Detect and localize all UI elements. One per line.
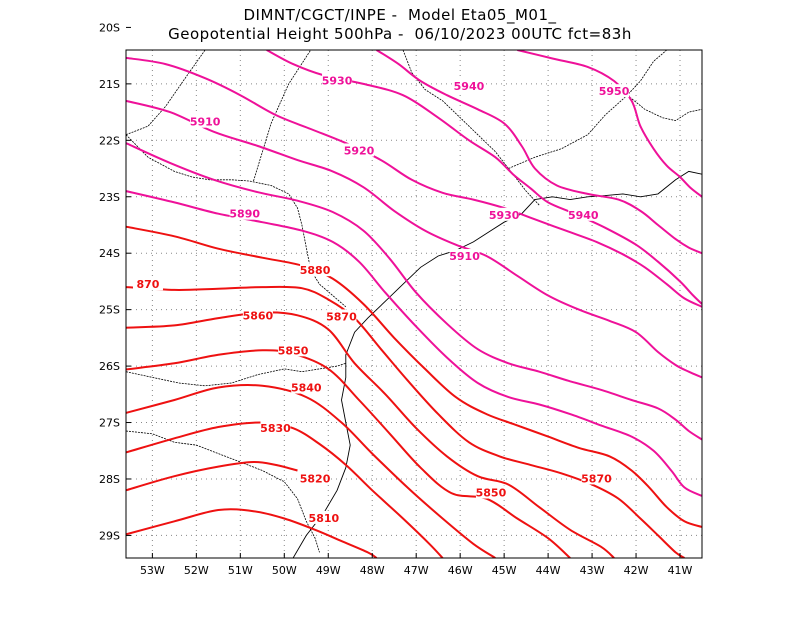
lon-tick-label: 49W [316, 564, 341, 577]
contour-5830 [126, 421, 444, 558]
contour-label: 5950 [599, 85, 630, 98]
contour-label: 5840 [291, 382, 322, 395]
contour-label: 5860 [243, 309, 274, 322]
contour-label: 5940 [568, 209, 599, 222]
contour-label-bg [449, 249, 480, 263]
longitude-axis: 53W 52W 51W 50W 49W 48W 47W 46W 45W 44W 43W 42W 41W [140, 553, 693, 577]
state-border [126, 50, 206, 136]
lat-tick-label: 28S [99, 473, 120, 486]
contour-5850 [126, 349, 571, 558]
contour-label: 5920 [344, 144, 375, 157]
contour-5880 [126, 225, 702, 528]
lon-tick-label: 42W [624, 564, 649, 577]
contour-label-bg [300, 471, 331, 485]
contour-label: 5820 [300, 472, 331, 485]
lat-tick-label: 26S [99, 360, 120, 373]
lat-tick-label: 24S [99, 247, 120, 260]
contour-label-bg [568, 207, 599, 221]
contour-label-bg [291, 380, 322, 394]
lat-tick-label: 25S [99, 304, 120, 317]
coastline [292, 170, 702, 558]
contour-5840 [126, 384, 496, 558]
contour-label: 5850 [278, 344, 309, 357]
lon-tick-label: 48W [360, 564, 385, 577]
lon-tick-label: 44W [536, 564, 561, 577]
plot-frame [125, 49, 703, 559]
lon-tick-label: 41W [668, 564, 693, 577]
contour-label: 5830 [260, 422, 291, 435]
contour-label: 5940 [454, 80, 485, 93]
contour-label-bg [453, 79, 484, 93]
lon-tick-label: 52W [184, 564, 209, 577]
contour-label: 5910 [190, 116, 221, 129]
lat-tick-label: 23S [99, 191, 120, 204]
lat-tick-label: 22S [99, 134, 120, 147]
contour-5890 [126, 190, 702, 497]
state-border [126, 430, 320, 553]
contour-label: 870 [137, 278, 160, 291]
contour-label-bg [322, 73, 353, 87]
contour-label: 5850 [476, 487, 507, 500]
contour-label-bg [229, 206, 260, 220]
lon-tick-label: 43W [580, 564, 605, 577]
lon-tick-label: 51W [228, 564, 253, 577]
contour-5860 [126, 311, 615, 558]
contour-label: 5930 [322, 74, 353, 87]
contour-label-bg [278, 343, 309, 357]
contour-label-bg [190, 114, 221, 128]
lon-tick-label: 50W [272, 564, 297, 577]
contour-5810 [126, 508, 378, 558]
state-border [508, 50, 668, 169]
lon-tick-label: 53W [140, 564, 165, 577]
contour-5950 [517, 50, 702, 198]
lat-tick-label: 21S [99, 78, 120, 91]
contour-label-bg [581, 471, 612, 485]
contour-label-bg [300, 263, 331, 277]
state-border [126, 134, 347, 308]
lat-tick-label: 27S [99, 417, 120, 430]
lat-tick-label: 20S [99, 21, 120, 34]
coastline-segment [292, 170, 702, 558]
contour-label-bg [344, 143, 375, 157]
contour-label: 5890 [229, 208, 260, 221]
contour-5900 [126, 142, 702, 441]
contour-label-bg [489, 207, 520, 221]
contour-label-bg [308, 510, 339, 524]
gridlines [126, 50, 702, 558]
contour-5870 [126, 285, 685, 558]
state-border [402, 50, 540, 206]
contour-5910 [126, 99, 702, 379]
chart-title-line2: Geopotential Height 500hPa - 06/10/2023 … [168, 25, 632, 43]
contour-label-bg [326, 309, 357, 323]
contour-label-bg [475, 485, 506, 499]
contour-label: 5880 [300, 264, 331, 277]
contour-label: 5870 [581, 472, 612, 485]
lon-tick-label: 46W [448, 564, 473, 577]
lon-tick-label: 47W [404, 564, 429, 577]
state-border [627, 94, 702, 122]
contour-label: 5910 [449, 250, 480, 263]
contour-label-bg [599, 84, 630, 98]
contour-5820 [126, 460, 298, 492]
contour-label: 5810 [309, 512, 340, 525]
chart-title-line1: DIMNT/CGCT/INPE - Model Eta05_M01_ [243, 6, 557, 24]
contour-label-bg [260, 421, 291, 435]
contour-5940 [376, 50, 702, 255]
contour-labels: 5810 5820 5830 5840 5850 5850 5860 5870 5870 5880… [132, 73, 630, 525]
lat-tick-label: 29S [99, 529, 120, 542]
contour-label-bg [242, 308, 273, 322]
lon-tick-label: 45W [492, 564, 517, 577]
contour-5920 [126, 56, 702, 308]
latitude-axis: 20S 21S 22S 23S 24S 25S 26S 27S 28S 29S [99, 21, 131, 542]
contour-label-bg [132, 277, 163, 291]
contour-label: 5930 [489, 209, 520, 222]
contour-label: 5870 [326, 310, 357, 323]
height-contours [126, 50, 702, 558]
contour-5930 [266, 50, 702, 305]
